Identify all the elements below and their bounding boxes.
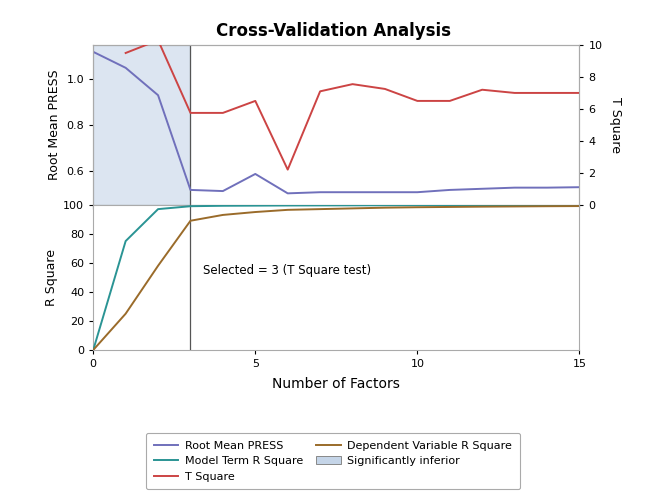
X-axis label: Number of Factors: Number of Factors	[272, 378, 400, 392]
Text: Selected = 3 (T Square test): Selected = 3 (T Square test)	[203, 264, 372, 276]
Y-axis label: T Square: T Square	[609, 97, 622, 153]
Bar	[93, 45, 190, 205]
Y-axis label: R Square: R Square	[45, 249, 58, 306]
Legend: Root Mean PRESS, Model Term R Square, T Square, Dependent Variable R Square, Sig: Root Mean PRESS, Model Term R Square, T …	[146, 433, 520, 490]
Text: Cross-Validation Analysis: Cross-Validation Analysis	[216, 22, 450, 40]
Y-axis label: Root Mean PRESS: Root Mean PRESS	[48, 70, 61, 180]
